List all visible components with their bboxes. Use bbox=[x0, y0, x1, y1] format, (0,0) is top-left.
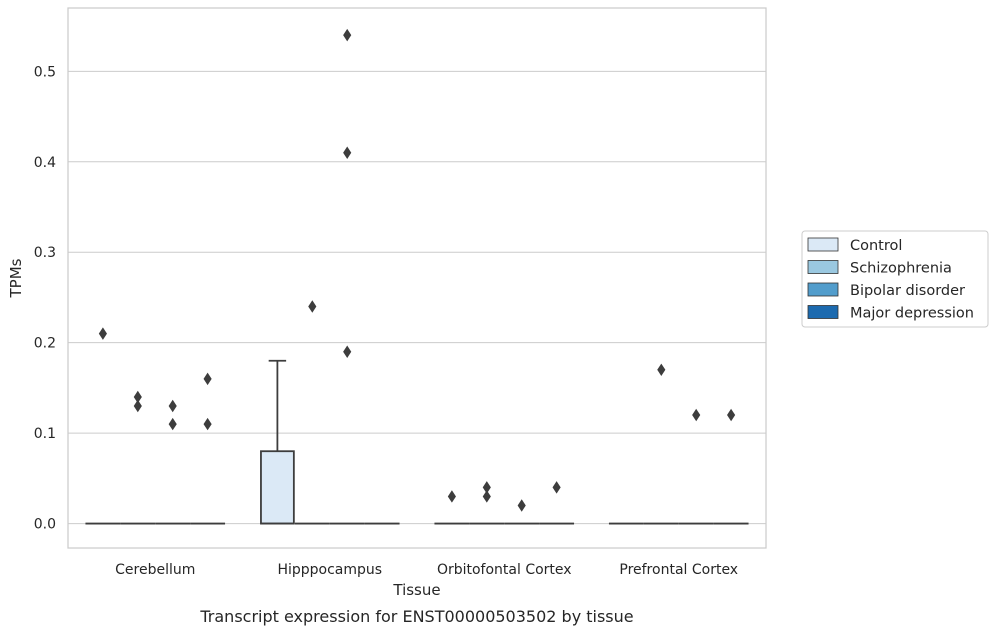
x-tick-labels: Cerebellum Hipppocampus Orbitofontal Corte… bbox=[115, 562, 738, 578]
outlier-point bbox=[168, 417, 177, 431]
x-tick-label: Cerebellum bbox=[115, 562, 195, 578]
outlier-point bbox=[447, 490, 456, 503]
box-group bbox=[434, 490, 470, 525]
legend-swatch bbox=[807, 305, 839, 319]
box-group bbox=[678, 408, 714, 525]
legend-label: Control bbox=[850, 238, 902, 254]
plot-frame bbox=[67, 7, 767, 549]
box-group bbox=[539, 481, 575, 525]
chart-caption: Transcript expression for ENST0000050350… bbox=[199, 607, 633, 626]
outlier-point bbox=[552, 481, 561, 494]
box-group bbox=[155, 399, 191, 525]
y-tick-label: 0.5 bbox=[34, 64, 56, 80]
box-group bbox=[643, 363, 679, 525]
legend: Control Schizophrenia Bipolar disorder Majo… bbox=[801, 230, 989, 328]
legend-label: Major depression bbox=[850, 306, 974, 322]
outlier-point bbox=[343, 345, 352, 358]
y-tick-labels: 0.0 0.1 0.2 0.3 0.4 0.5 bbox=[34, 64, 56, 532]
box-group bbox=[294, 300, 330, 525]
box-group bbox=[85, 327, 121, 525]
grid-lines bbox=[68, 70, 766, 525]
x-tick-label: Hipppocampus bbox=[277, 562, 382, 578]
x-tick-label: Orbitofontal Cortex bbox=[437, 562, 572, 578]
outlier-point bbox=[98, 327, 107, 340]
box-group bbox=[329, 28, 365, 525]
legend-label: Schizophrenia bbox=[850, 261, 952, 277]
outlier-point bbox=[343, 28, 352, 42]
outlier-point bbox=[168, 399, 177, 413]
outlier-point bbox=[657, 363, 666, 377]
outlier-point bbox=[482, 490, 491, 503]
plot-marks bbox=[85, 28, 749, 525]
y-tick-label: 0.2 bbox=[34, 336, 56, 352]
box-group bbox=[120, 390, 156, 525]
outlier-point bbox=[517, 499, 526, 512]
box bbox=[260, 450, 295, 525]
x-tick-label: Prefrontal Cortex bbox=[619, 562, 738, 578]
outlier-point bbox=[308, 300, 317, 313]
legend-label: Bipolar disorder bbox=[850, 283, 965, 299]
x-axis-label: Tissue bbox=[392, 581, 440, 599]
legend-swatch bbox=[807, 260, 839, 274]
y-tick-label: 0.4 bbox=[34, 155, 56, 171]
legend-swatch bbox=[807, 282, 839, 297]
outlier-point bbox=[482, 481, 491, 494]
outlier-point bbox=[203, 417, 212, 431]
outlier-point bbox=[203, 372, 212, 386]
y-axis-label: TPMs bbox=[7, 258, 25, 298]
outlier-point bbox=[133, 390, 142, 404]
outlier-point bbox=[343, 146, 352, 159]
box-group bbox=[713, 408, 749, 525]
outlier-point bbox=[133, 399, 142, 413]
legend-swatch bbox=[807, 237, 839, 252]
outlier-point bbox=[727, 408, 736, 422]
y-tick-label: 0.1 bbox=[34, 426, 56, 442]
outlier-point bbox=[692, 408, 701, 422]
y-tick-label: 0.0 bbox=[34, 517, 56, 533]
box-group bbox=[260, 359, 295, 525]
box-group bbox=[190, 372, 226, 525]
box-group bbox=[469, 481, 505, 525]
box-group bbox=[504, 499, 540, 525]
legend-frame bbox=[801, 230, 989, 328]
y-tick-label: 0.3 bbox=[34, 245, 56, 261]
